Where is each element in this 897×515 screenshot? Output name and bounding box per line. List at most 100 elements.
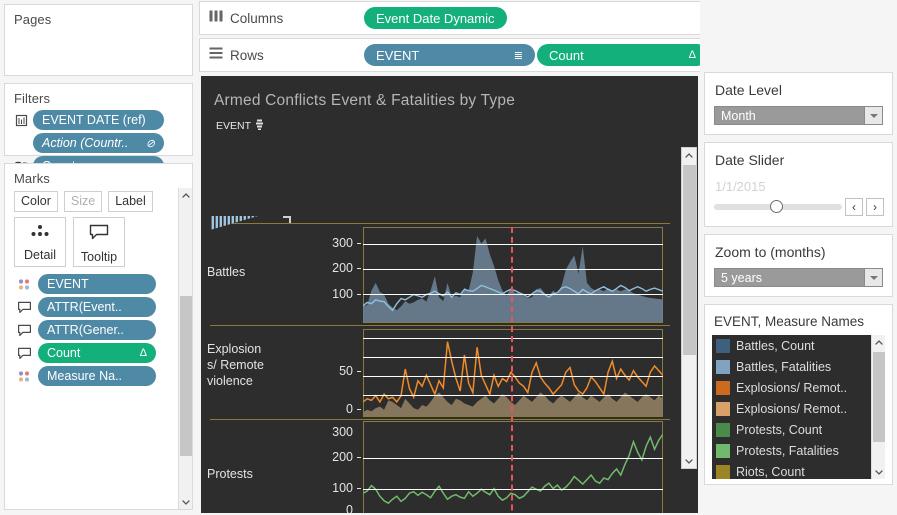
plot-battles[interactable] — [363, 228, 663, 322]
marks-card-scrollbar[interactable] — [178, 188, 192, 509]
rows-pill-count[interactable]: Count Δ — [537, 44, 708, 66]
filter-row-event-date[interactable]: EVENT DATE (ref) — [5, 110, 192, 133]
chevron-down-icon[interactable] — [864, 269, 882, 286]
zoom-to-months-value: 5 years — [721, 270, 762, 285]
filter-pill-event-date[interactable]: EVENT DATE (ref) — [33, 110, 164, 130]
tick-mark — [357, 409, 361, 410]
color-legend-title: EVENT, Measure Names — [714, 314, 865, 329]
viz-scroll-thumb[interactable] — [683, 165, 696, 355]
tick-mark — [357, 268, 361, 269]
sort-icon[interactable] — [255, 119, 264, 133]
columns-pill-event-date-dynamic[interactable]: Event Date Dynamic — [364, 7, 507, 29]
tooltip-icon — [88, 224, 110, 245]
marks-label-button[interactable]: Label — [108, 191, 153, 212]
legend-item[interactable]: Riots, Count — [712, 461, 885, 479]
detail-dots-icon — [28, 224, 52, 243]
panel-separator — [210, 325, 670, 326]
pages-card-title: Pages — [14, 12, 52, 27]
selection-triangle-icon — [210, 216, 258, 230]
rows-pill-count-label: Count — [549, 47, 584, 63]
visualization-canvas[interactable]: Armed Conflicts Event & Fatalities by Ty… — [201, 76, 698, 513]
plot-protests[interactable] — [363, 422, 663, 513]
marks-pill-measure-names-label: Measure Na.. — [47, 369, 123, 383]
legend-item-label: Explosions/ Remot.. — [736, 380, 848, 395]
plot-border-protests — [363, 421, 663, 513]
marks-row-event[interactable]: EVENT — [5, 274, 192, 297]
color-dots-icon — [16, 276, 33, 292]
marks-color-button[interactable]: Color — [14, 191, 58, 212]
right-controls-panel: Date Level Month Date Slider 1/1/2015 ‹ … — [700, 0, 897, 515]
gridline — [363, 489, 663, 490]
legend-item-label: Protests, Fatalities — [736, 443, 839, 458]
zoom-to-months-dropdown[interactable]: 5 years — [714, 268, 883, 287]
marks-pill-count[interactable]: Count Δ — [38, 343, 156, 363]
tick-mark — [357, 243, 361, 244]
date-slider-knob[interactable] — [770, 200, 784, 213]
marks-pill-attr-gener[interactable]: ATTR(Gener.. — [38, 320, 156, 340]
delta-icon: Δ — [139, 347, 147, 359]
marks-detail-button[interactable]: Detail — [14, 217, 66, 267]
event-field-header[interactable]: EVENT — [201, 110, 698, 133]
reference-line — [511, 227, 513, 513]
filter-row-action-country[interactable]: Action (Countr.. ⊘ — [5, 133, 192, 156]
color-legend-items[interactable]: Battles, Count Battles, Fatalities Explosi… — [712, 335, 885, 479]
series-explosions — [363, 341, 663, 416]
tooltip-icon — [16, 322, 33, 338]
scroll-up-arrow[interactable] — [682, 148, 696, 162]
legend-item[interactable]: Explosions/ Remot.. — [712, 398, 885, 419]
legend-item-label: Explosions/ Remot.. — [736, 401, 848, 416]
marks-row-attr-event[interactable]: ATTR(Event.. — [5, 297, 192, 320]
scroll-down-arrow[interactable] — [682, 454, 696, 468]
marks-row-attr-gener[interactable]: ATTR(Gener.. — [5, 320, 192, 343]
marks-pill-event[interactable]: EVENT — [38, 274, 156, 294]
legend-scrollbar[interactable] — [871, 335, 885, 479]
marks-property-buttons: Color Size Label — [5, 190, 192, 212]
gridline — [363, 357, 663, 358]
scroll-down-arrow[interactable] — [179, 495, 193, 509]
scroll-up-arrow[interactable] — [872, 335, 886, 349]
filter-pill-action-country[interactable]: Action (Countr.. ⊘ — [33, 133, 164, 153]
marks-scroll-thumb[interactable] — [180, 296, 192, 456]
marks-big-buttons: Detail Tooltip — [5, 212, 192, 267]
date-level-card: Date Level Month — [704, 72, 893, 135]
axis-tick-protests-100: 100 — [332, 481, 353, 495]
scroll-down-arrow[interactable] — [872, 465, 886, 479]
plot-border-battles — [363, 227, 663, 323]
legend-item[interactable]: Battles, Fatalities — [712, 356, 885, 377]
marks-row-measure-names[interactable]: Measure Na.. — [5, 366, 192, 389]
date-slider-controls: ‹ › — [705, 198, 892, 226]
axis-tick-protests-200: 200 — [332, 450, 353, 464]
delta-icon: Δ — [688, 49, 696, 61]
legend-scroll-thumb[interactable] — [873, 352, 885, 442]
date-slider-track[interactable] — [714, 200, 842, 213]
axis-tick-explosions-50: 50 — [339, 364, 353, 378]
legend-item[interactable]: Protests, Count — [712, 419, 885, 440]
legend-item[interactable]: Explosions/ Remot.. — [712, 377, 885, 398]
row-label-protests: Protests — [207, 467, 253, 481]
legend-item-label: Battles, Fatalities — [736, 359, 832, 374]
marks-pill-attr-event[interactable]: ATTR(Event.. — [38, 297, 156, 317]
marks-tooltip-button[interactable]: Tooltip — [73, 217, 125, 267]
legend-item[interactable]: Protests, Fatalities — [712, 440, 885, 461]
rows-pill-event[interactable]: EVENT ≣ — [364, 44, 535, 66]
columns-pills: Event Date Dynamic — [361, 7, 507, 29]
filter-pill-action-country-label: Action (Countr.. — [42, 136, 129, 150]
marks-size-button[interactable]: Size — [63, 191, 103, 212]
date-level-dropdown[interactable]: Month — [714, 106, 883, 125]
legend-item[interactable]: Battles, Count — [712, 335, 885, 356]
marks-row-count[interactable]: Count Δ — [5, 343, 192, 366]
panel-separator — [210, 419, 670, 420]
tick-mark — [357, 457, 361, 458]
columns-pill-event-date-dynamic-label: Event Date Dynamic — [376, 10, 495, 26]
date-slider-next-button[interactable]: › — [866, 198, 884, 216]
marks-detail-label: Detail — [24, 248, 56, 262]
axis-tick-protests-300: 300 — [332, 425, 353, 439]
scroll-up-arrow[interactable] — [179, 188, 193, 202]
date-slider-prev-button[interactable]: ‹ — [845, 198, 863, 216]
marks-pill-measure-names[interactable]: Measure Na.. — [38, 366, 156, 386]
viz-vertical-scrollbar[interactable] — [681, 147, 697, 469]
chevron-down-icon[interactable] — [864, 107, 882, 124]
chart-title: Armed Conflicts Event & Fatalities by Ty… — [214, 92, 516, 109]
plot-explosions[interactable] — [363, 330, 663, 416]
calendar-filter-icon — [13, 112, 30, 128]
